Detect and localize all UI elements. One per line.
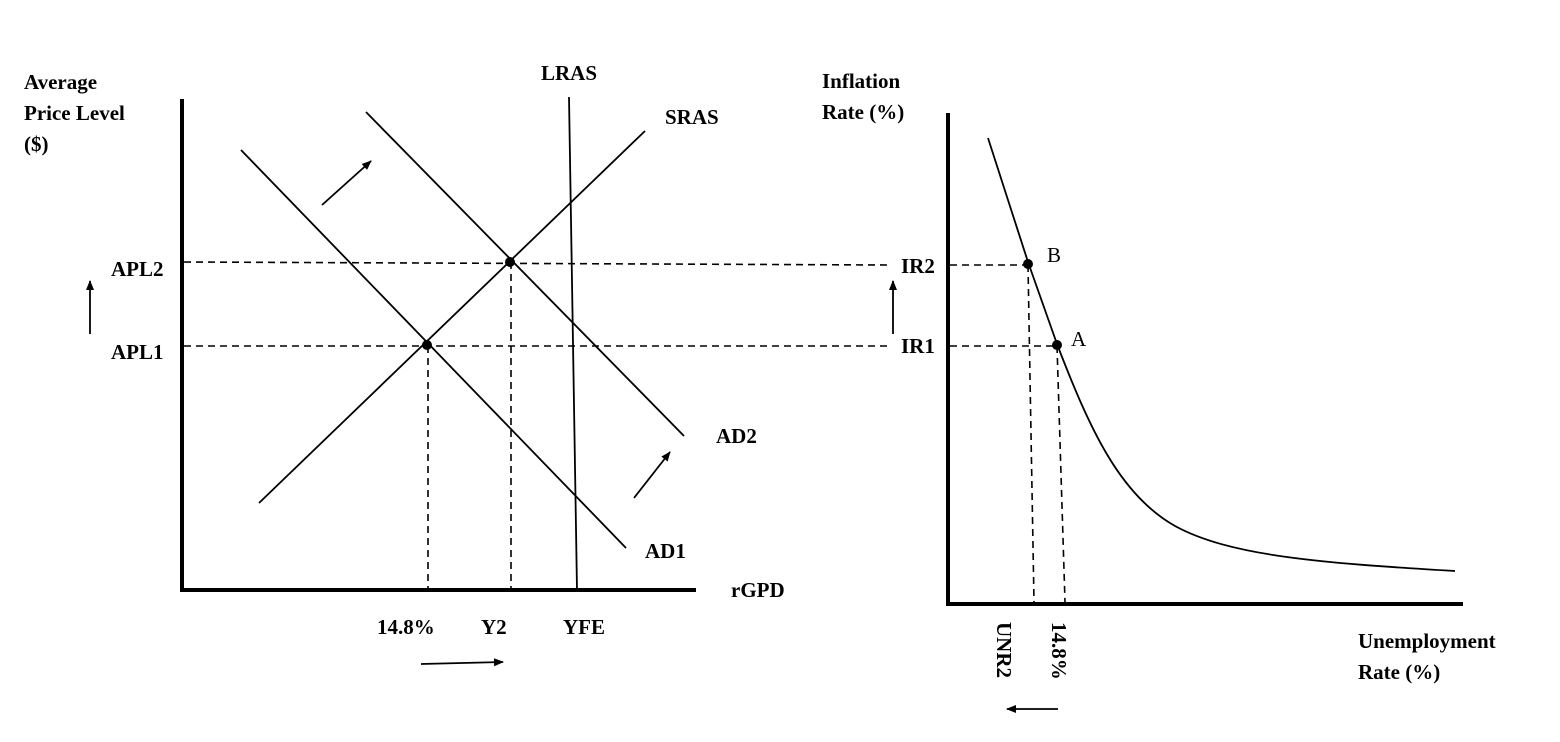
ad-as-graph: Average Price Level ($) rGPD LRAS SRAS A… [24,61,889,667]
ad-shift-arrow [633,451,671,499]
point-a [1052,340,1062,350]
ad1-label: AD1 [645,539,686,563]
ad-as-axes [180,99,696,592]
point-b [1023,259,1033,269]
point-a-label: A [1071,327,1087,351]
phillips-xlabel-line2: Rate (%) [1358,660,1440,684]
unr1-label: 14.8% [1047,622,1071,680]
apl2-label: APL2 [111,257,164,281]
ad1-curve [240,149,627,549]
unr2-label: UNR2 [992,622,1016,678]
ad-as-ylabel-line1: Average [24,70,97,94]
ad-as-ylabel-line3: ($) [24,132,49,156]
apl1-label: APL1 [111,340,164,364]
sras-curve [258,130,646,504]
y2-label: Y2 [481,615,507,639]
phillips-ylabel-line2: Rate (%) [822,100,904,124]
phillips-axes [946,113,1463,606]
point-b-label: B [1047,243,1061,267]
apl2-guide [183,261,889,266]
equilibrium-point-1 [422,340,432,350]
ad2-curve [365,111,685,437]
ad-as-ylabel-line2: Price Level [24,101,125,125]
phillips-curve-graph: Inflation Rate (%) Unemployment Rate (%)… [822,69,1496,713]
output-right-arrow [420,658,504,667]
sras-shift-arrow [321,160,372,206]
ir2-label: IR2 [901,254,935,278]
equilibrium-point-2 [505,257,515,267]
sras-label: SRAS [665,105,719,129]
yfe-label: YFE [563,615,605,639]
lras-label: LRAS [541,61,597,85]
phillips-ylabel-line1: Inflation [822,69,901,93]
ad2-label: AD2 [716,424,757,448]
ad-as-xlabel: rGPD [731,578,785,602]
phillips-xlabel-line1: Unemployment [1358,629,1496,653]
output-label-1: 14.8% [377,615,435,639]
lras-curve [568,96,578,591]
phillips-curve [987,137,1456,572]
unr1-guide [1056,345,1066,603]
ir1-label: IR1 [901,334,935,358]
unr2-guide [1027,264,1035,603]
